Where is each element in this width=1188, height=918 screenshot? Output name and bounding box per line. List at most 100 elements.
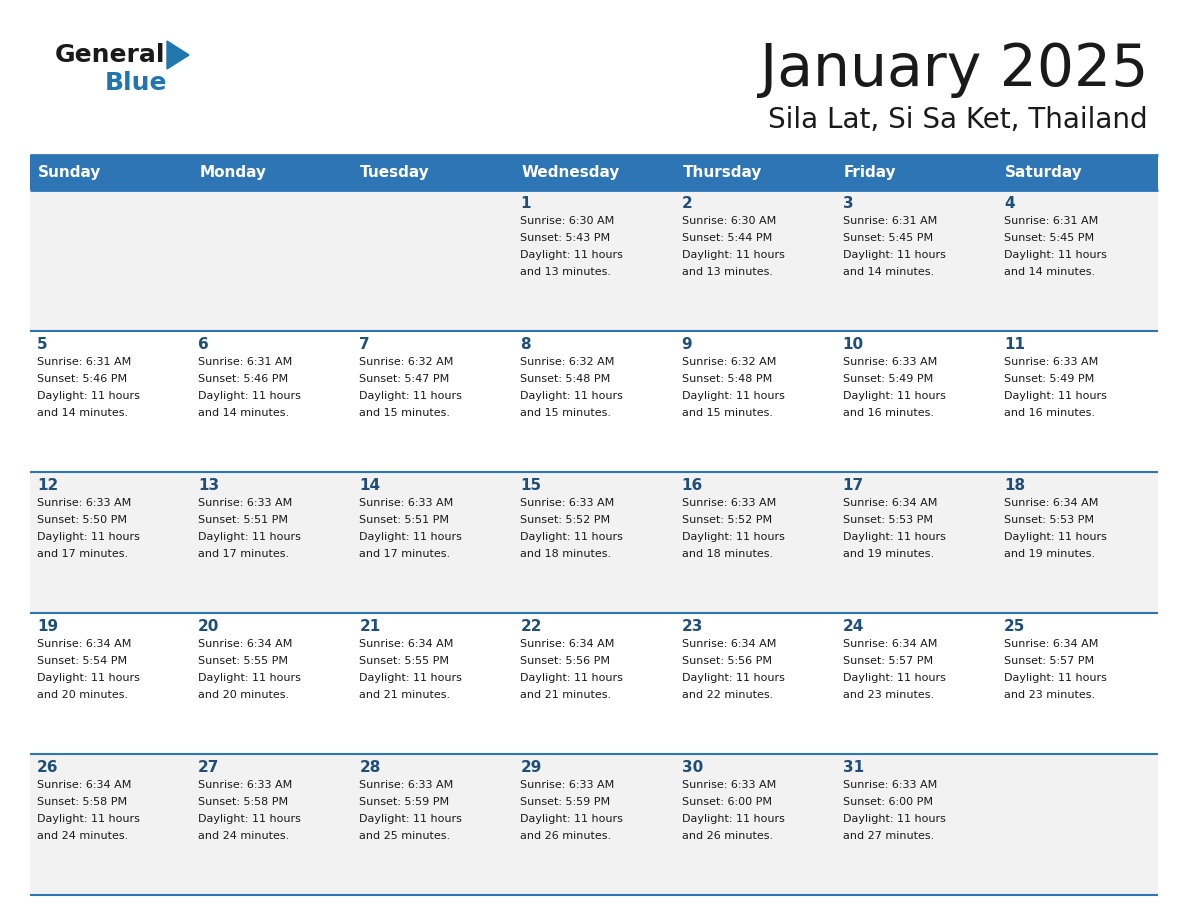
Text: Monday: Monday xyxy=(200,165,266,180)
Text: Sunset: 5:59 PM: Sunset: 5:59 PM xyxy=(359,797,449,807)
Text: Tuesday: Tuesday xyxy=(360,165,430,180)
Text: and 18 minutes.: and 18 minutes. xyxy=(520,549,612,559)
Bar xyxy=(997,331,1158,472)
Text: Sunrise: 6:33 AM: Sunrise: 6:33 AM xyxy=(198,498,292,508)
Text: Sunset: 5:45 PM: Sunset: 5:45 PM xyxy=(1004,233,1094,243)
Text: 14: 14 xyxy=(359,478,380,493)
Bar xyxy=(191,472,353,613)
Text: Sunrise: 6:34 AM: Sunrise: 6:34 AM xyxy=(520,639,615,649)
Text: Daylight: 11 hours: Daylight: 11 hours xyxy=(198,673,301,683)
Text: Sunset: 5:49 PM: Sunset: 5:49 PM xyxy=(842,374,933,384)
Bar xyxy=(191,155,353,190)
Text: Daylight: 11 hours: Daylight: 11 hours xyxy=(842,673,946,683)
Text: 24: 24 xyxy=(842,619,864,634)
Text: Daylight: 11 hours: Daylight: 11 hours xyxy=(1004,673,1107,683)
Text: Daylight: 11 hours: Daylight: 11 hours xyxy=(359,391,462,401)
Text: 18: 18 xyxy=(1004,478,1025,493)
Text: and 18 minutes.: and 18 minutes. xyxy=(682,549,772,559)
Text: Sunset: 5:46 PM: Sunset: 5:46 PM xyxy=(198,374,289,384)
Text: and 23 minutes.: and 23 minutes. xyxy=(842,690,934,700)
Text: Sunrise: 6:32 AM: Sunrise: 6:32 AM xyxy=(359,357,454,367)
Bar xyxy=(675,155,835,190)
Text: Sunrise: 6:31 AM: Sunrise: 6:31 AM xyxy=(842,216,937,226)
Text: Sunset: 5:54 PM: Sunset: 5:54 PM xyxy=(37,656,127,666)
Text: Sunrise: 6:34 AM: Sunrise: 6:34 AM xyxy=(1004,639,1098,649)
Text: 1: 1 xyxy=(520,196,531,211)
Text: and 22 minutes.: and 22 minutes. xyxy=(682,690,773,700)
Text: Daylight: 11 hours: Daylight: 11 hours xyxy=(682,814,784,824)
Bar xyxy=(835,190,997,331)
Text: Sunset: 5:53 PM: Sunset: 5:53 PM xyxy=(1004,515,1094,525)
Text: Sunrise: 6:31 AM: Sunrise: 6:31 AM xyxy=(37,357,131,367)
Text: 22: 22 xyxy=(520,619,542,634)
Text: 20: 20 xyxy=(198,619,220,634)
Text: and 14 minutes.: and 14 minutes. xyxy=(842,267,934,277)
Text: 15: 15 xyxy=(520,478,542,493)
Text: Sunset: 5:51 PM: Sunset: 5:51 PM xyxy=(359,515,449,525)
Text: Sunset: 5:51 PM: Sunset: 5:51 PM xyxy=(198,515,289,525)
Bar xyxy=(997,754,1158,895)
Text: and 15 minutes.: and 15 minutes. xyxy=(520,408,612,418)
Bar xyxy=(675,472,835,613)
Text: Blue: Blue xyxy=(105,71,168,95)
Text: Sunrise: 6:33 AM: Sunrise: 6:33 AM xyxy=(198,780,292,790)
Text: 19: 19 xyxy=(37,619,58,634)
Text: and 27 minutes.: and 27 minutes. xyxy=(842,831,934,841)
Text: 8: 8 xyxy=(520,337,531,352)
Text: Saturday: Saturday xyxy=(1005,165,1082,180)
Text: Sunrise: 6:32 AM: Sunrise: 6:32 AM xyxy=(520,357,615,367)
Text: Daylight: 11 hours: Daylight: 11 hours xyxy=(37,391,140,401)
Bar xyxy=(30,155,191,190)
Text: 25: 25 xyxy=(1004,619,1025,634)
Text: General: General xyxy=(55,43,165,67)
Text: 27: 27 xyxy=(198,760,220,775)
Text: Daylight: 11 hours: Daylight: 11 hours xyxy=(1004,532,1107,542)
Text: and 16 minutes.: and 16 minutes. xyxy=(1004,408,1095,418)
Text: 11: 11 xyxy=(1004,337,1025,352)
Text: and 14 minutes.: and 14 minutes. xyxy=(198,408,289,418)
Text: Daylight: 11 hours: Daylight: 11 hours xyxy=(359,814,462,824)
Bar xyxy=(30,472,191,613)
Bar xyxy=(30,331,191,472)
Text: and 13 minutes.: and 13 minutes. xyxy=(682,267,772,277)
Text: Sunset: 5:58 PM: Sunset: 5:58 PM xyxy=(198,797,289,807)
Text: Sunset: 5:57 PM: Sunset: 5:57 PM xyxy=(842,656,933,666)
Text: Sunset: 5:50 PM: Sunset: 5:50 PM xyxy=(37,515,127,525)
Bar xyxy=(997,190,1158,331)
Text: 23: 23 xyxy=(682,619,703,634)
Text: and 20 minutes.: and 20 minutes. xyxy=(37,690,128,700)
Text: and 20 minutes.: and 20 minutes. xyxy=(198,690,289,700)
Text: and 17 minutes.: and 17 minutes. xyxy=(37,549,128,559)
Text: and 15 minutes.: and 15 minutes. xyxy=(682,408,772,418)
Text: Daylight: 11 hours: Daylight: 11 hours xyxy=(37,673,140,683)
Text: Daylight: 11 hours: Daylight: 11 hours xyxy=(682,391,784,401)
Text: Sunrise: 6:33 AM: Sunrise: 6:33 AM xyxy=(520,780,614,790)
Text: 9: 9 xyxy=(682,337,693,352)
Text: Sila Lat, Si Sa Ket, Thailand: Sila Lat, Si Sa Ket, Thailand xyxy=(769,106,1148,134)
Text: and 14 minutes.: and 14 minutes. xyxy=(1004,267,1095,277)
Text: Sunset: 5:47 PM: Sunset: 5:47 PM xyxy=(359,374,449,384)
Text: Sunset: 5:58 PM: Sunset: 5:58 PM xyxy=(37,797,127,807)
Text: 21: 21 xyxy=(359,619,380,634)
Text: Sunset: 5:45 PM: Sunset: 5:45 PM xyxy=(842,233,933,243)
Text: Sunrise: 6:31 AM: Sunrise: 6:31 AM xyxy=(1004,216,1098,226)
Text: Sunrise: 6:34 AM: Sunrise: 6:34 AM xyxy=(1004,498,1098,508)
Text: Sunrise: 6:34 AM: Sunrise: 6:34 AM xyxy=(359,639,454,649)
Text: and 23 minutes.: and 23 minutes. xyxy=(1004,690,1095,700)
Text: Sunrise: 6:32 AM: Sunrise: 6:32 AM xyxy=(682,357,776,367)
Polygon shape xyxy=(168,41,189,69)
Text: Sunset: 5:48 PM: Sunset: 5:48 PM xyxy=(520,374,611,384)
Text: Sunrise: 6:33 AM: Sunrise: 6:33 AM xyxy=(359,780,454,790)
Text: Sunrise: 6:33 AM: Sunrise: 6:33 AM xyxy=(1004,357,1098,367)
Bar xyxy=(353,613,513,754)
Text: Sunrise: 6:31 AM: Sunrise: 6:31 AM xyxy=(198,357,292,367)
Bar xyxy=(835,754,997,895)
Text: 5: 5 xyxy=(37,337,48,352)
Text: Sunset: 5:44 PM: Sunset: 5:44 PM xyxy=(682,233,772,243)
Text: Sunrise: 6:34 AM: Sunrise: 6:34 AM xyxy=(37,780,132,790)
Text: 16: 16 xyxy=(682,478,703,493)
Text: 13: 13 xyxy=(198,478,220,493)
Text: and 21 minutes.: and 21 minutes. xyxy=(359,690,450,700)
Text: Daylight: 11 hours: Daylight: 11 hours xyxy=(520,532,624,542)
Text: and 16 minutes.: and 16 minutes. xyxy=(842,408,934,418)
